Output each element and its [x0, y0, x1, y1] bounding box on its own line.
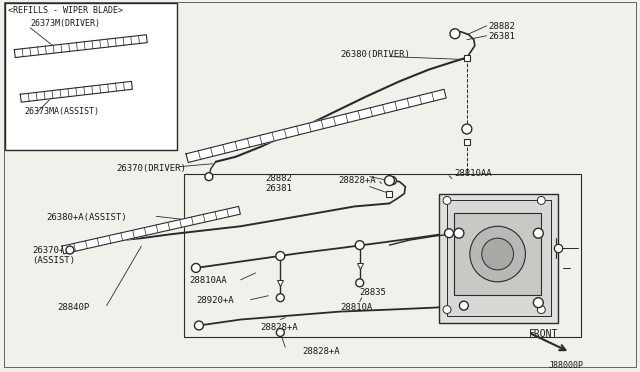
Text: 28920+A: 28920+A: [196, 296, 234, 305]
Text: 28910: 28910: [507, 266, 533, 275]
Text: 28810AA: 28810AA: [454, 169, 492, 178]
Text: 28840P: 28840P: [57, 303, 89, 312]
Text: <REFILLS - WIPER BLADE>: <REFILLS - WIPER BLADE>: [8, 6, 124, 15]
Bar: [5, 3, 177, 150]
Text: (ASSIST): (ASSIST): [32, 256, 76, 265]
Text: 26380(DRIVER): 26380(DRIVER): [340, 49, 410, 59]
Text: 28810AA: 28810AA: [189, 276, 227, 285]
Circle shape: [443, 196, 451, 205]
Polygon shape: [14, 35, 147, 58]
Text: 26381: 26381: [489, 32, 516, 41]
Circle shape: [66, 246, 74, 254]
Circle shape: [462, 124, 472, 134]
Text: 28835: 28835: [360, 288, 387, 297]
Text: 28810A: 28810A: [340, 303, 372, 312]
Text: 28882: 28882: [266, 174, 292, 183]
Circle shape: [205, 173, 213, 181]
Circle shape: [470, 226, 525, 282]
Circle shape: [533, 228, 543, 238]
Bar: [439, 193, 558, 323]
Polygon shape: [62, 206, 241, 254]
Circle shape: [450, 29, 460, 39]
Circle shape: [460, 301, 468, 310]
Text: 28828+A: 28828+A: [260, 323, 298, 331]
Circle shape: [538, 196, 545, 205]
Circle shape: [445, 229, 454, 238]
Text: 26381: 26381: [266, 184, 292, 193]
Circle shape: [276, 251, 285, 260]
Bar: [454, 214, 541, 295]
Circle shape: [388, 177, 396, 185]
Circle shape: [276, 328, 284, 336]
Polygon shape: [186, 89, 446, 163]
Text: 28810AA: 28810AA: [477, 250, 515, 259]
Text: 26370+A: 26370+A: [32, 246, 70, 255]
Circle shape: [385, 176, 394, 186]
Circle shape: [356, 279, 364, 287]
Text: 28828+A: 28828+A: [338, 176, 376, 185]
Circle shape: [191, 263, 200, 272]
Text: 28828+A: 28828+A: [302, 347, 340, 356]
Text: 26373M(DRIVER): 26373M(DRIVER): [30, 19, 100, 28]
Text: 28882: 28882: [489, 22, 516, 31]
Circle shape: [443, 306, 451, 314]
Circle shape: [482, 238, 513, 270]
Circle shape: [533, 298, 543, 308]
Circle shape: [355, 241, 364, 250]
Circle shape: [454, 228, 464, 238]
Text: J88000P: J88000P: [548, 361, 583, 370]
Text: 26373MA(ASSIST): 26373MA(ASSIST): [24, 107, 99, 116]
Bar: [447, 201, 551, 315]
Text: 26380+A(ASSIST): 26380+A(ASSIST): [46, 214, 127, 222]
Bar: [184, 174, 581, 337]
Text: 28828: 28828: [484, 306, 511, 315]
Text: FRONT: FRONT: [529, 330, 558, 340]
Text: 26370(DRIVER): 26370(DRIVER): [116, 164, 186, 173]
Polygon shape: [20, 81, 132, 102]
Circle shape: [195, 321, 204, 330]
Circle shape: [538, 306, 545, 314]
Circle shape: [276, 294, 284, 302]
